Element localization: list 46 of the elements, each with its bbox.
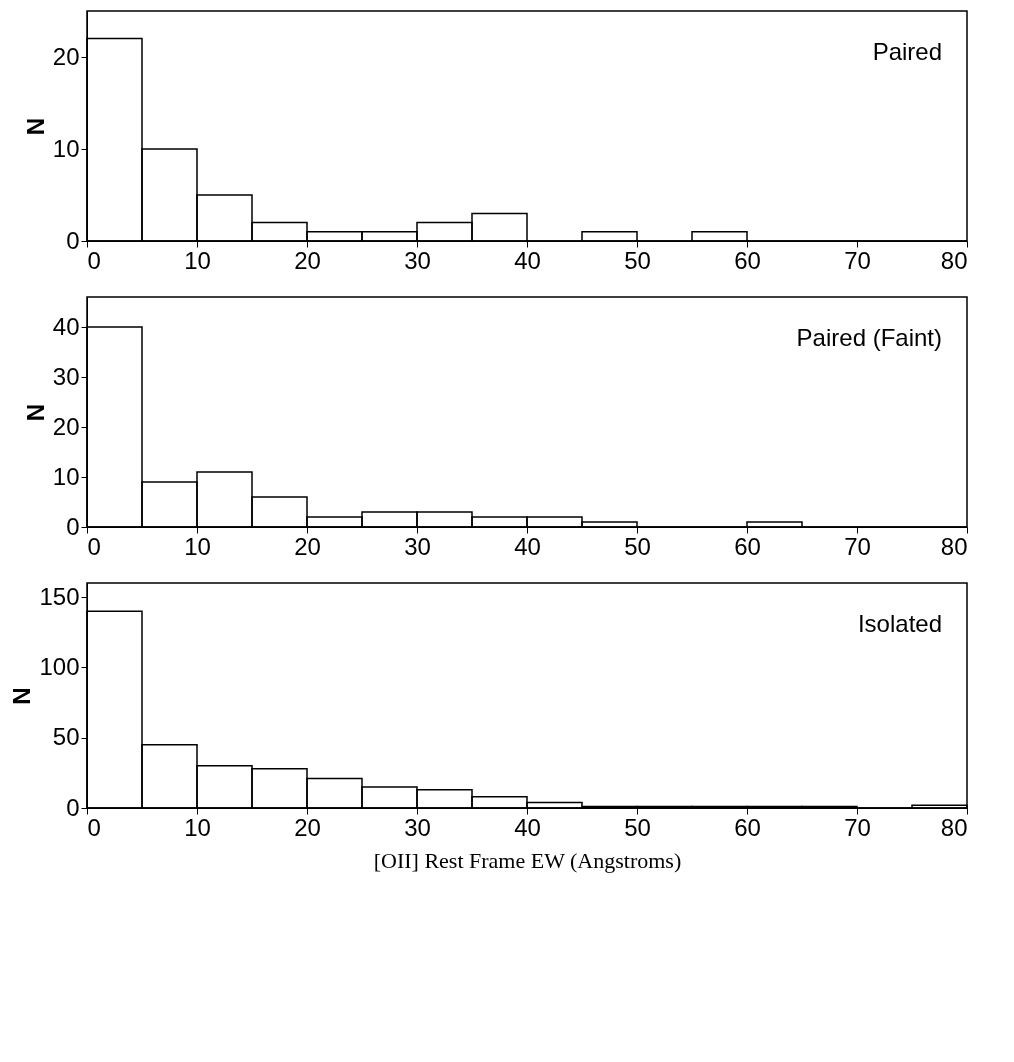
y-tick-label: 0: [66, 512, 80, 540]
x-tick-label: 60: [734, 813, 761, 841]
x-tick-label: 20: [294, 532, 321, 560]
x-tick-label: 50: [624, 246, 651, 274]
x-tick-label: 0: [87, 246, 101, 274]
annotation: Paired (Faint): [796, 324, 942, 351]
x-tick-label: 80: [940, 532, 968, 560]
x-tick-label: 0: [87, 813, 101, 841]
y-axis-title: N: [8, 687, 36, 705]
x-tick-label: 30: [404, 813, 431, 841]
y-tick-label: 0: [66, 793, 80, 821]
x-tick-label: 30: [404, 532, 431, 560]
x-tick-label: 10: [184, 532, 211, 560]
y-tick-label: 150: [39, 582, 80, 610]
y-tick-label: 10: [52, 134, 80, 162]
annotation: Isolated: [857, 610, 942, 637]
x-tick-label: 10: [184, 813, 211, 841]
x-tick-label: 70: [844, 246, 871, 274]
x-tick-label: 70: [844, 532, 871, 560]
y-axis-title: N: [21, 117, 49, 136]
x-tick-label: 30: [404, 246, 431, 274]
x-tick-label: 20: [294, 246, 321, 274]
annotation: Paired: [872, 38, 942, 65]
x-axis-title: [OII] Rest Frame EW (Angstroms): [373, 847, 682, 873]
y-tick-label: 50: [52, 723, 80, 751]
x-tick-label: 60: [734, 532, 761, 560]
x-tick-label: 20: [294, 813, 321, 841]
x-tick-label: 50: [624, 532, 651, 560]
y-tick-label: 100: [39, 652, 80, 680]
y-tick-label: 0: [66, 226, 80, 254]
x-tick-label: 10: [184, 246, 211, 274]
x-tick-label: 40: [514, 813, 541, 841]
x-tick-label: 70: [844, 813, 871, 841]
x-tick-label: 50: [624, 813, 651, 841]
y-tick-label: 20: [52, 42, 80, 70]
x-tick-label: 40: [514, 246, 541, 274]
y-tick-label: 40: [52, 312, 80, 340]
x-tick-label: 0: [87, 532, 101, 560]
y-tick-label: 30: [52, 362, 80, 390]
y-tick-label: 20: [52, 412, 80, 440]
x-tick-label: 60: [734, 246, 761, 274]
y-axis-title: N: [21, 403, 49, 422]
y-tick-label: 10: [52, 462, 80, 490]
x-tick-label: 40: [514, 532, 541, 560]
x-tick-label: 80: [940, 246, 968, 274]
x-tick-label: 80: [940, 813, 968, 841]
